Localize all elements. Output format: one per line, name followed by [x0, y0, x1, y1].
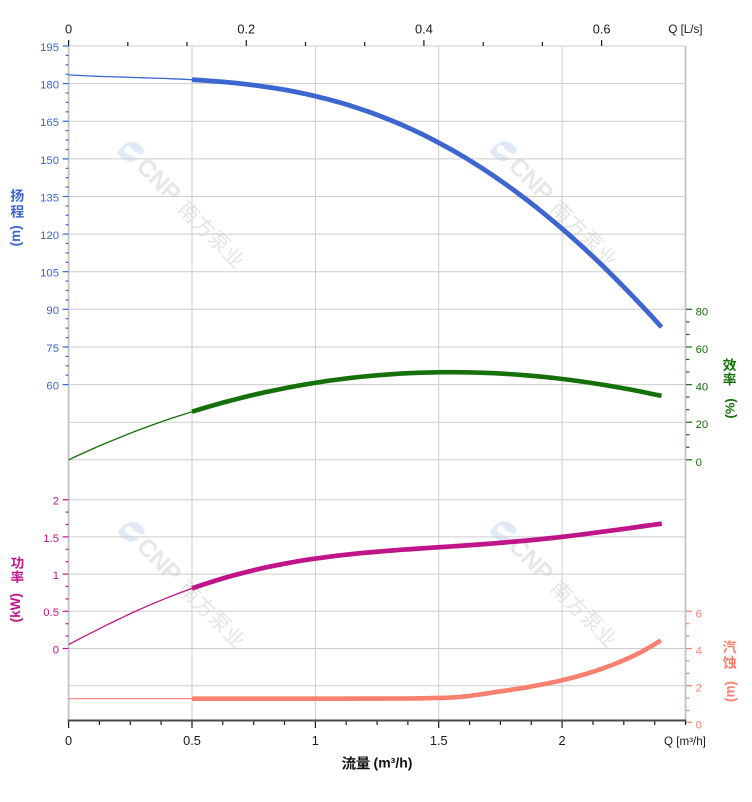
svg-text:0.4: 0.4: [415, 21, 433, 36]
svg-text:0.2: 0.2: [237, 21, 255, 36]
svg-text:80: 80: [696, 306, 709, 318]
svg-text:2: 2: [559, 733, 566, 748]
svg-text:1.5: 1.5: [43, 533, 59, 545]
svg-text:180: 180: [40, 80, 59, 92]
svg-text:0.6: 0.6: [593, 21, 611, 36]
svg-text:2: 2: [53, 496, 59, 508]
svg-text:60: 60: [46, 380, 59, 392]
svg-text:0.5: 0.5: [43, 607, 59, 619]
svg-text:120: 120: [40, 230, 59, 242]
svg-text:150: 150: [40, 155, 59, 167]
svg-text:90: 90: [46, 305, 59, 317]
svg-text:(m): (m): [8, 225, 23, 246]
svg-text:0: 0: [53, 644, 59, 656]
svg-text:0.5: 0.5: [183, 733, 201, 748]
svg-text:(kW): (kW): [8, 593, 23, 622]
svg-text:Q [L/s]: Q [L/s]: [668, 23, 702, 36]
svg-text:0: 0: [696, 719, 702, 731]
svg-text:165: 165: [40, 117, 59, 129]
svg-text:4: 4: [696, 646, 702, 658]
svg-text:0: 0: [65, 21, 72, 36]
svg-text:135: 135: [40, 192, 59, 204]
svg-text:40: 40: [696, 382, 709, 394]
svg-text:0: 0: [696, 457, 702, 469]
svg-text:20: 20: [696, 419, 709, 431]
svg-text:(m): (m): [722, 681, 737, 702]
svg-text:75: 75: [46, 343, 59, 355]
svg-text:1: 1: [53, 570, 59, 582]
svg-text:1.5: 1.5: [430, 733, 448, 748]
svg-text:105: 105: [40, 268, 59, 280]
svg-text:(%): (%): [722, 398, 737, 418]
svg-text:195: 195: [40, 42, 59, 54]
svg-text:1: 1: [312, 733, 319, 748]
svg-text:2: 2: [696, 683, 702, 695]
svg-text:0: 0: [65, 733, 72, 748]
svg-text:(m³/h): (m³/h): [374, 754, 413, 770]
svg-text:Q [m³/h]: Q [m³/h]: [664, 735, 706, 748]
svg-text:6: 6: [696, 608, 702, 620]
svg-text:60: 60: [696, 344, 709, 356]
